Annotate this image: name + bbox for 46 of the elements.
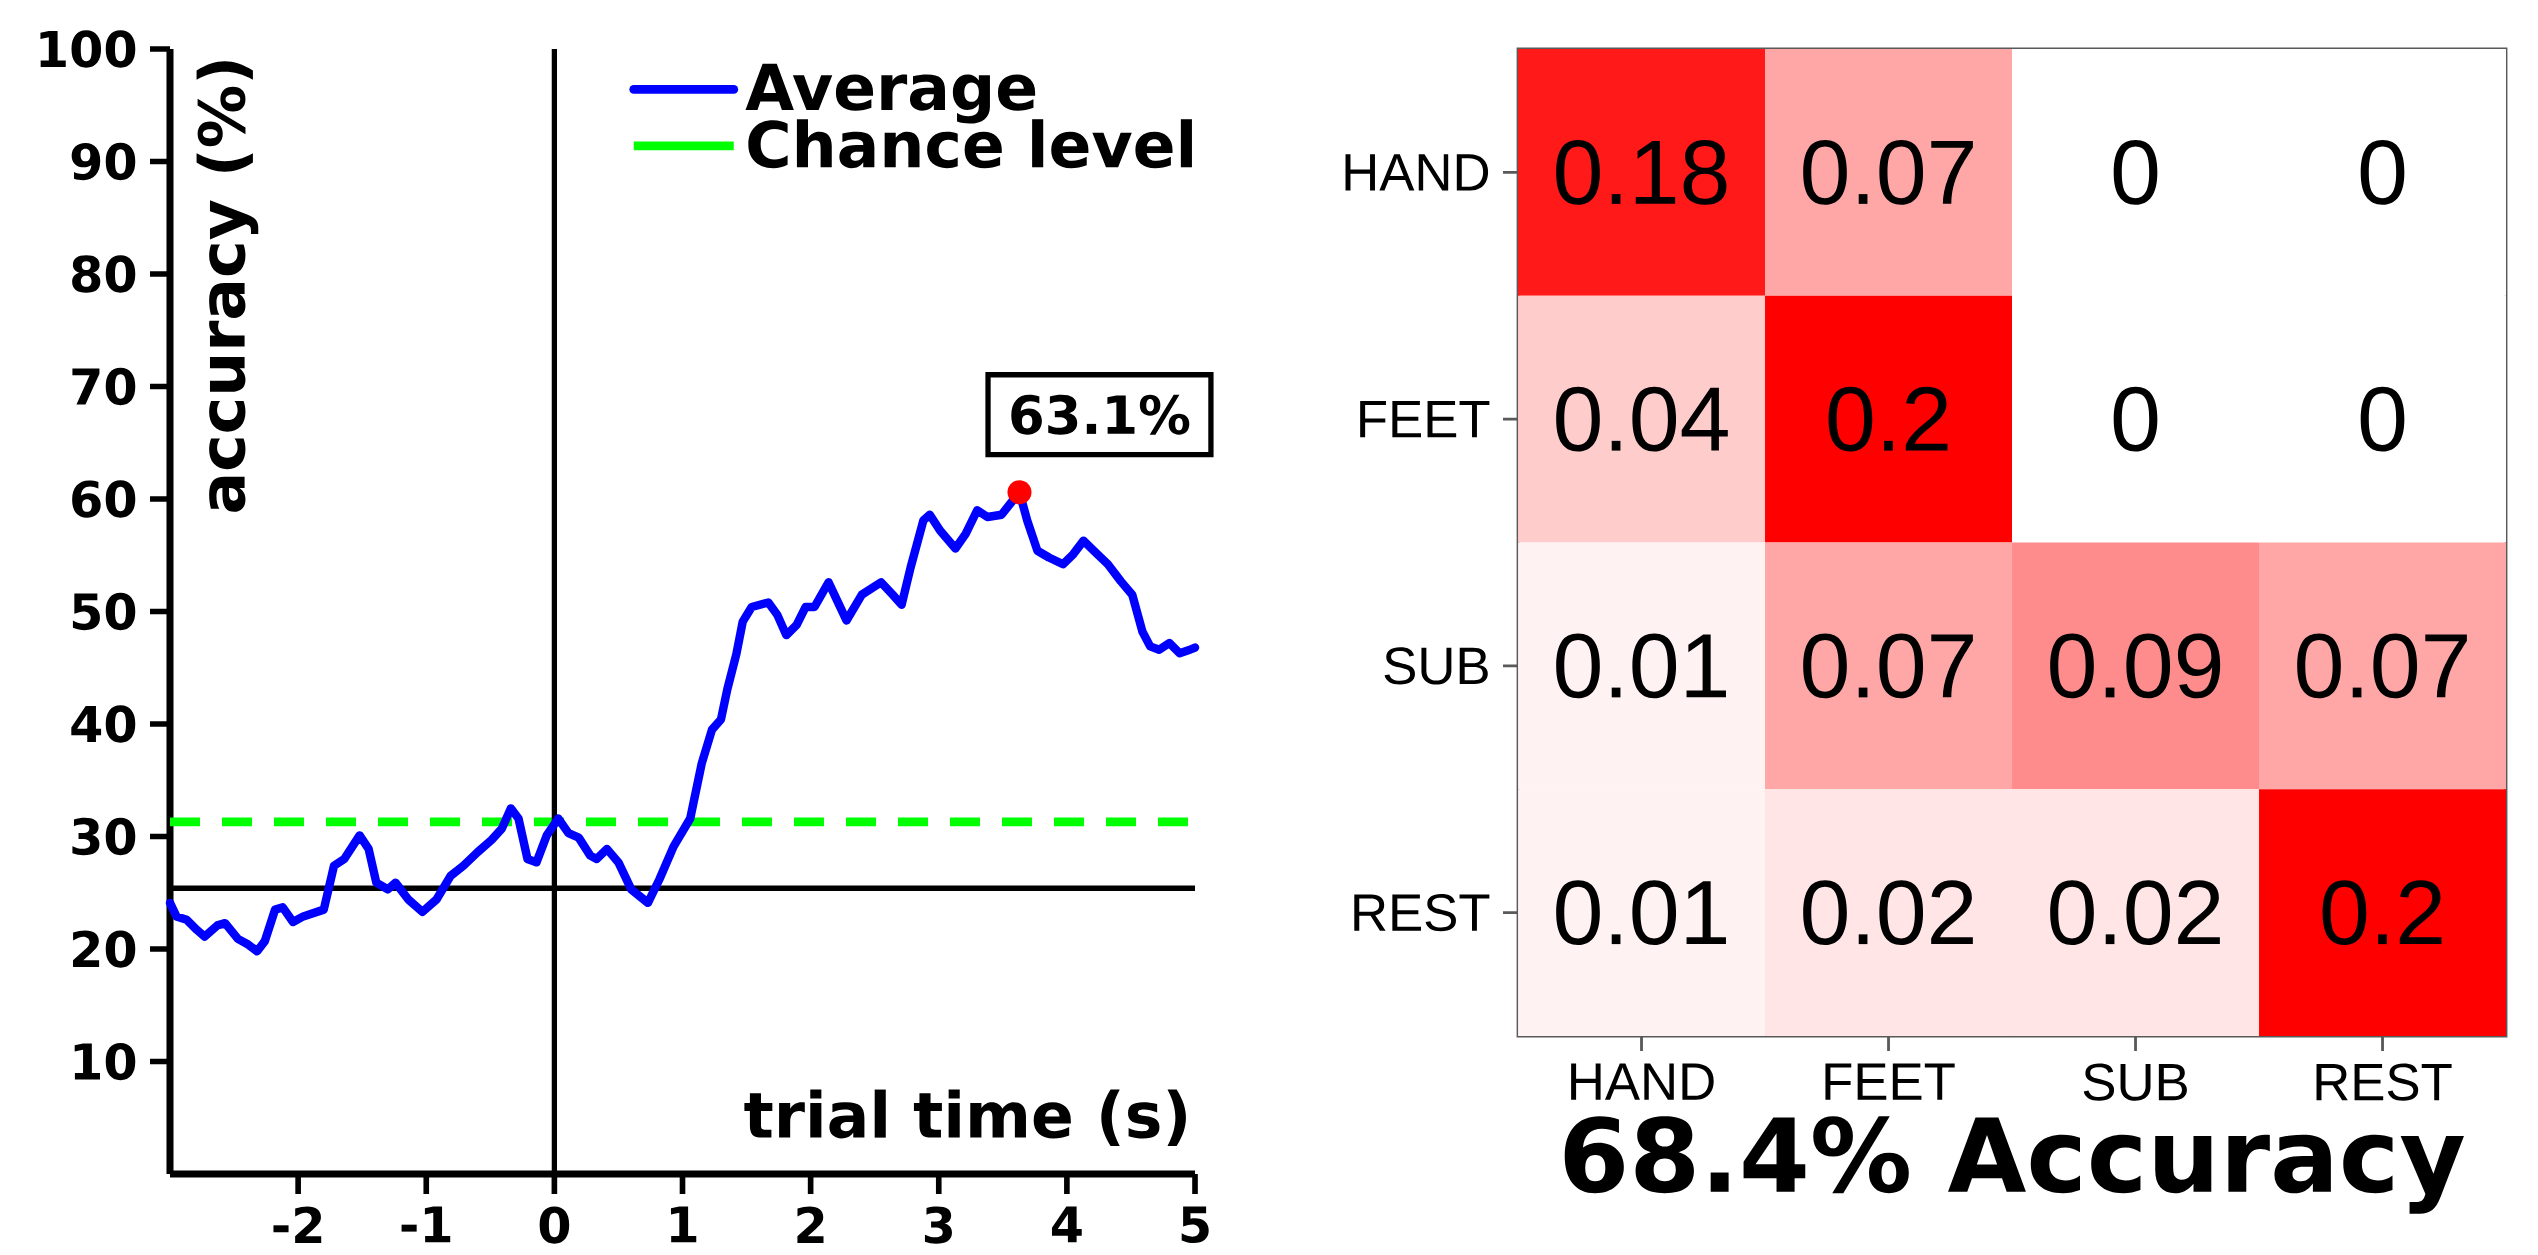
data-label: 0.2	[1828, 386, 1948, 452]
x-tick-label: SUB	[2083, 1063, 2187, 1101]
data-label: 0.07	[2297, 633, 2467, 699]
y-tick-label: SUB	[1384, 647, 1488, 685]
y-tick-label: 60	[72, 480, 136, 518]
y-tick-label: 30	[72, 817, 136, 855]
data-label: 0.02	[1803, 880, 1973, 945]
x-tick-label: 2	[797, 1206, 824, 1243]
x-tick-label: -2	[273, 1206, 322, 1243]
y-tick-label: FEET	[1360, 400, 1490, 438]
data-label: 0.18	[1556, 139, 1727, 205]
y-tick-label: 100	[40, 30, 136, 68]
y-tick-label: REST	[1354, 893, 1490, 932]
data-label: 0.07	[1803, 633, 1973, 699]
x-axis-title: trial time (s)	[744, 1089, 1186, 1146]
data-label: 0.07	[1803, 139, 1973, 205]
text: 68.4% Accuracy	[1564, 1115, 2464, 1214]
x-tick-label: REST	[2316, 1063, 2452, 1101]
data-label: 0.01	[1556, 633, 1726, 699]
y-tick-label: 70	[72, 367, 136, 405]
x-tick-label: FEET	[1825, 1063, 1955, 1100]
data-label: 0.2	[2322, 880, 2442, 945]
data-label: 0.02	[2050, 880, 2220, 945]
y-tick-label: 50	[72, 592, 136, 630]
data-label: 0	[2113, 386, 2158, 452]
x-tick-label: -1	[401, 1206, 451, 1243]
x-tick-label: 0	[539, 1206, 570, 1244]
y-tick-label: 90	[71, 142, 136, 180]
data-label: 0.04	[1556, 386, 1728, 452]
y-tick-label: 10	[74, 1042, 136, 1080]
annotation: 63.1%	[1011, 394, 1190, 435]
y-axis-title: accuracy (%)	[196, 61, 259, 512]
data-label: 0	[2360, 386, 2405, 452]
x-tick-label: 4	[1051, 1206, 1082, 1243]
y-tick-label: 40	[71, 705, 136, 743]
y-tick-label: 80	[72, 255, 136, 293]
x-tick-label: 1	[670, 1206, 697, 1243]
data-label: 0.01	[1556, 880, 1726, 945]
x-tick-label: 3	[924, 1206, 952, 1244]
data-label: 0	[2113, 139, 2158, 205]
y-tick-label: 20	[73, 930, 136, 968]
x-tick-label: 5	[1181, 1206, 1209, 1243]
data-label: 0	[2360, 139, 2405, 205]
data-label: 0.09	[2050, 633, 2221, 699]
y-tick-label: HAND	[1345, 154, 1489, 191]
x-tick-label: HAND	[1571, 1063, 1714, 1100]
